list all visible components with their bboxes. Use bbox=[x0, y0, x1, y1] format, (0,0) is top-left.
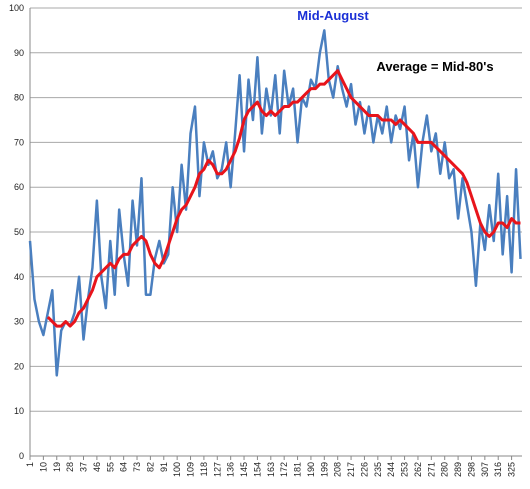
y-tick-label: 100 bbox=[9, 3, 24, 13]
x-tick-label: 289 bbox=[453, 462, 463, 477]
x-tick-label: 280 bbox=[440, 462, 450, 477]
y-tick-label: 80 bbox=[14, 93, 24, 103]
x-tick-label: 1 bbox=[25, 462, 35, 467]
x-tick-label: 100 bbox=[172, 462, 182, 477]
x-tick-label: 172 bbox=[279, 462, 289, 477]
annotation: Mid-August bbox=[297, 8, 369, 23]
x-tick-label: 19 bbox=[52, 462, 62, 472]
x-tick-label: 316 bbox=[493, 462, 503, 477]
x-tick-label: 181 bbox=[293, 462, 303, 477]
x-tick-label: 28 bbox=[65, 462, 75, 472]
y-tick-label: 20 bbox=[14, 361, 24, 371]
x-tick-label: 244 bbox=[386, 462, 396, 477]
x-tick-label: 199 bbox=[319, 462, 329, 477]
y-tick-label: 70 bbox=[14, 137, 24, 147]
x-tick-label: 136 bbox=[226, 462, 236, 477]
y-tick-label: 50 bbox=[14, 227, 24, 237]
y-tick-label: 0 bbox=[19, 451, 24, 461]
x-tick-label: 235 bbox=[373, 462, 383, 477]
x-tick-label: 325 bbox=[507, 462, 517, 477]
y-tick-label: 40 bbox=[14, 272, 24, 282]
x-tick-label: 64 bbox=[119, 462, 129, 472]
annotation: Average = Mid-80's bbox=[376, 59, 493, 74]
x-tick-label: 307 bbox=[480, 462, 490, 477]
x-tick-label: 118 bbox=[199, 462, 209, 476]
x-tick-label: 37 bbox=[79, 462, 89, 472]
x-tick-label: 190 bbox=[306, 462, 316, 477]
x-tick-label: 163 bbox=[266, 462, 276, 477]
data-line bbox=[46, 69, 521, 328]
x-tick-label: 217 bbox=[346, 462, 356, 477]
x-tick-label: 253 bbox=[400, 462, 410, 477]
x-tick-label: 226 bbox=[359, 462, 369, 477]
y-tick-label: 60 bbox=[14, 182, 24, 192]
y-tick-label: 90 bbox=[14, 48, 24, 58]
x-tick-label: 154 bbox=[252, 462, 262, 477]
y-tick-label: 30 bbox=[14, 317, 24, 327]
x-tick-label: 10 bbox=[38, 462, 48, 472]
x-tick-label: 127 bbox=[212, 462, 222, 477]
x-tick-label: 145 bbox=[239, 462, 249, 477]
x-tick-label: 82 bbox=[145, 462, 155, 472]
x-tick-label: 298 bbox=[466, 462, 476, 477]
x-tick-label: 109 bbox=[186, 462, 196, 477]
x-tick-label: 46 bbox=[92, 462, 102, 472]
x-tick-label: 271 bbox=[426, 462, 436, 477]
y-tick-label: 10 bbox=[14, 406, 24, 416]
x-tick-label: 208 bbox=[333, 462, 343, 477]
x-tick-label: 262 bbox=[413, 462, 423, 477]
x-tick-label: 91 bbox=[159, 462, 169, 472]
x-tick-label: 73 bbox=[132, 462, 142, 472]
data-line bbox=[28, 29, 522, 377]
x-tick-label: 55 bbox=[105, 462, 115, 472]
